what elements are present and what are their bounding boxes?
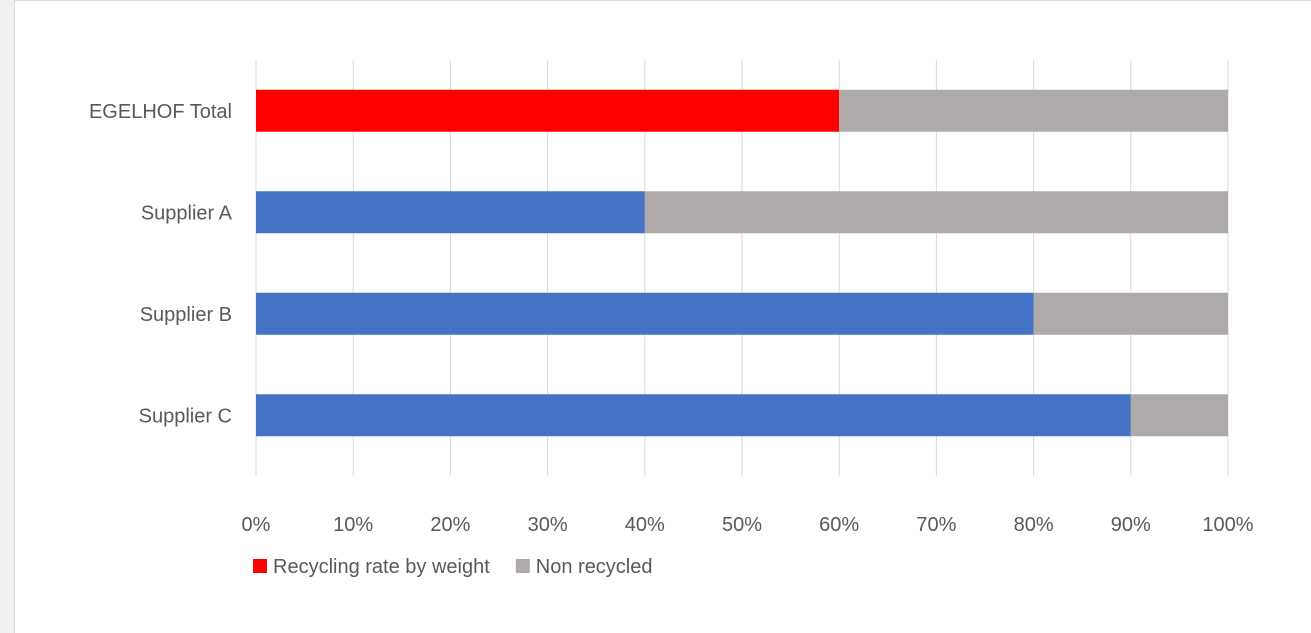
x-tick-label: 0%	[242, 514, 271, 536]
bar-segment	[644, 191, 1228, 234]
x-tick-label: 40%	[625, 514, 665, 536]
legend: Recycling rate by weight Non recycled	[253, 556, 653, 578]
category-label: Supplier B	[140, 304, 232, 326]
category-label: Supplier C	[139, 405, 232, 427]
x-tick-label: 60%	[819, 514, 859, 536]
x-tick-label: 30%	[528, 514, 568, 536]
legend-swatch	[515, 559, 530, 573]
x-tick-label: 80%	[1014, 514, 1054, 536]
bar-segment	[1033, 292, 1228, 335]
x-tick-label: 70%	[916, 514, 956, 536]
x-tick-label: 20%	[430, 514, 470, 536]
x-tick-label: 90%	[1111, 514, 1151, 536]
x-tick-label: 10%	[333, 514, 373, 536]
legend-label: Non recycled	[536, 556, 653, 578]
bars	[256, 89, 1228, 437]
legend-swatch	[253, 559, 267, 573]
category-label: Supplier A	[141, 202, 233, 224]
x-tick-labels: 0% 10% 20% 30% 40% 50% 60% 70% 80% 90% 100%	[242, 514, 1254, 536]
category-label: EGELHOF Total	[89, 101, 232, 123]
category-labels: EGELHOF Total Supplier A Supplier B Supplie…	[89, 101, 233, 428]
bar-segment	[256, 292, 1034, 335]
bar-segment	[256, 191, 645, 234]
legend-label: Recycling rate by weight	[273, 556, 490, 578]
bar-segment	[839, 89, 1228, 132]
x-tick-label: 100%	[1202, 514, 1253, 536]
bar-segment	[256, 394, 1131, 437]
bar-segment	[256, 89, 840, 132]
x-tick-label: 50%	[722, 514, 762, 536]
bar-segment	[1130, 394, 1228, 437]
